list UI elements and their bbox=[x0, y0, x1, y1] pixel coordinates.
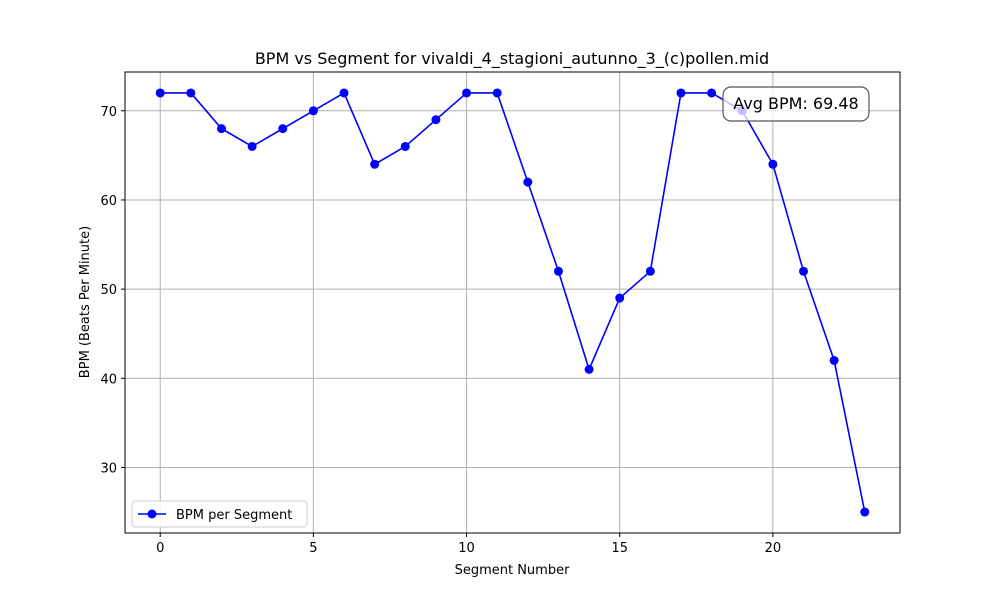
data-point bbox=[523, 177, 533, 187]
data-point bbox=[216, 124, 226, 134]
x-tick-label: 5 bbox=[309, 541, 317, 556]
data-point bbox=[278, 124, 288, 134]
data-point bbox=[247, 141, 257, 151]
data-point bbox=[155, 88, 165, 98]
data-point bbox=[400, 141, 410, 151]
plot-area-frame bbox=[124, 71, 901, 534]
data-point bbox=[707, 88, 717, 98]
data-point bbox=[492, 88, 502, 98]
data-point bbox=[553, 266, 563, 276]
legend: BPM per Segment bbox=[131, 500, 308, 528]
data-point bbox=[462, 88, 472, 98]
x-tick-label: 15 bbox=[611, 541, 628, 556]
data-point bbox=[645, 266, 655, 276]
data-point bbox=[584, 364, 594, 374]
ticks: 0 5 10 15 20 30 40 50 60 70 bbox=[100, 105, 781, 556]
data-point bbox=[860, 507, 870, 517]
y-axis-label: BPM (Beats Per Minute) bbox=[78, 226, 93, 378]
data-point bbox=[431, 115, 441, 125]
data-point bbox=[676, 88, 686, 98]
y-tick-label: 50 bbox=[100, 283, 117, 298]
x-tick-label: 10 bbox=[458, 541, 475, 556]
data-point bbox=[615, 293, 625, 303]
data-point bbox=[339, 88, 349, 98]
data-point bbox=[186, 88, 196, 98]
data-point bbox=[829, 355, 839, 365]
data-point bbox=[799, 266, 809, 276]
y-tick-label: 30 bbox=[100, 461, 117, 476]
legend-marker-swatch bbox=[147, 509, 157, 519]
legend-label: BPM per Segment bbox=[176, 508, 292, 523]
legend-box bbox=[131, 500, 308, 528]
avg-bpm-annotation: Avg BPM: 69.48 bbox=[722, 86, 870, 122]
data-point bbox=[370, 159, 380, 169]
x-axis-label: Segment Number bbox=[455, 563, 571, 578]
chart-title: BPM vs Segment for vivaldi_4_stagioni_au… bbox=[255, 49, 769, 69]
annotation-box bbox=[722, 86, 870, 122]
data-point bbox=[308, 106, 318, 116]
annotation-text: Avg BPM: 69.48 bbox=[733, 94, 858, 113]
y-tick-label: 70 bbox=[100, 105, 117, 120]
y-tick-label: 60 bbox=[100, 194, 117, 209]
y-tick-label: 40 bbox=[100, 372, 117, 387]
x-tick-label: 0 bbox=[156, 541, 164, 556]
x-tick-label: 20 bbox=[765, 541, 782, 556]
data-point bbox=[768, 159, 778, 169]
